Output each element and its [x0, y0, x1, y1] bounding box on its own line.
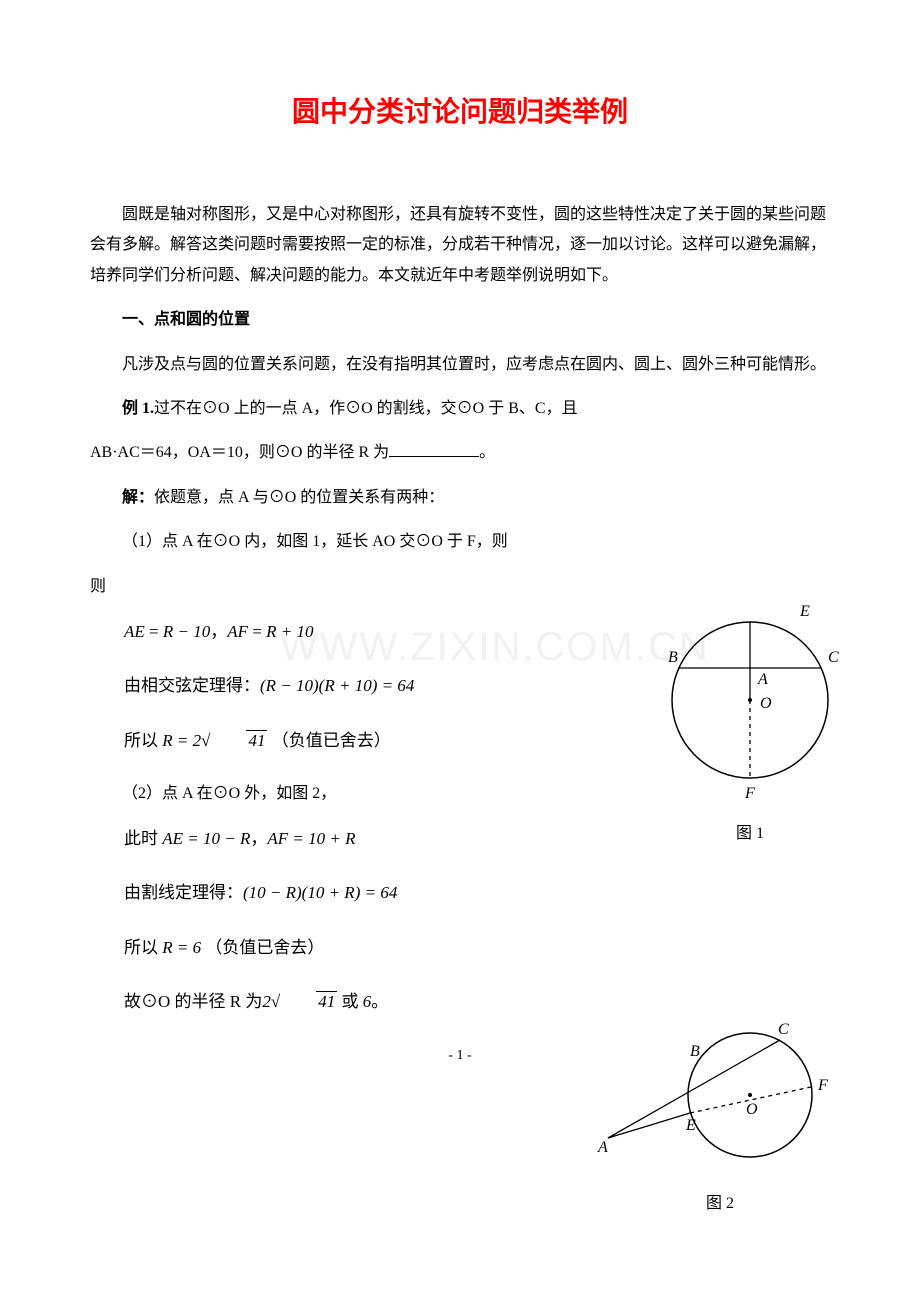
- eq3-rad: 41: [246, 730, 267, 750]
- section1-paragraph: 凡涉及点与圆的位置关系问题，在没有指明其位置时，应考虑点在圆内、圆上、圆外三种可…: [90, 350, 830, 380]
- fig2-label-o: O: [746, 1101, 758, 1118]
- eq7-rad: 41: [316, 991, 337, 1011]
- eq7b: 6: [363, 992, 372, 1011]
- figure-2-caption: 图 2: [590, 1189, 850, 1213]
- eq6-pre: 所以: [124, 938, 158, 957]
- example1-text1: 过不在⊙O 上的一点 A，作⊙O 的割线，交⊙O 于 B、C，且: [154, 400, 578, 417]
- equation-5: (10 − R)(10 + R) = 64: [243, 883, 397, 902]
- fig2-label-e: E: [685, 1117, 696, 1134]
- example1-text2-pre: AB·AC＝64，OA＝10，则⊙O 的半径 R 为: [90, 444, 389, 461]
- eq5-label: 由割线定理得：: [124, 883, 243, 902]
- solution-label: 解：: [122, 489, 154, 506]
- equation-4-line: 此时 AE = 10 − R，AF = 10 + R: [90, 823, 830, 855]
- page-title: 圆中分类讨论问题归类举例: [90, 90, 830, 130]
- eq4-sep: ，: [250, 829, 267, 848]
- equation-2-line: 由相交弦定理得：(R − 10)(R + 10) = 64: [90, 670, 830, 702]
- eq6: R = 6: [162, 938, 201, 957]
- eq7-pre: 故⊙O 的半径 R 为: [124, 992, 262, 1011]
- eq4-label: 此时: [124, 829, 158, 848]
- case2-text: （2）点 A 在⊙O 外，如图 2，: [90, 779, 830, 809]
- eq1-AE: AE: [124, 622, 145, 641]
- eq1-sep: ，: [210, 622, 227, 641]
- equation-6-line: 所以 R = 6 （负值已舍去）: [90, 932, 830, 964]
- equation-3-line: 所以 R = 2√41 （负值已舍去）: [90, 725, 830, 757]
- eq1-eq1: =: [149, 622, 159, 641]
- eq1-AF: AF: [227, 622, 248, 641]
- solution-text: 依题意，点 A 与⊙O 的位置关系有两种：: [154, 489, 444, 506]
- fig2-line-ae: [608, 1113, 690, 1138]
- example1-statement-line2: AB·AC＝64，OA＝10，则⊙O 的半径 R 为 。: [90, 438, 830, 468]
- eq4b: AF = 10 + R: [267, 829, 355, 848]
- fig2-label-a: A: [597, 1139, 608, 1156]
- equation-1: AE = R − 10，AF = R + 10: [90, 616, 830, 648]
- intro-paragraph: 圆既是轴对称图形，又是中心对称图形，还具有旋转不变性，圆的这些特性决定了关于圆的…: [90, 200, 830, 291]
- eq7-post: 。: [371, 992, 388, 1011]
- equation-2: (R − 10)(R + 10) = 64: [260, 676, 414, 695]
- fig2-label-f: F: [817, 1077, 828, 1094]
- example1-statement: 例 1.过不在⊙O 上的一点 A，作⊙O 的割线，交⊙O 于 B、C，且: [90, 394, 830, 424]
- example1-label: 例 1.: [122, 400, 154, 417]
- eq2-label: 由相交弦定理得：: [124, 676, 260, 695]
- eq7-mid: 或: [341, 992, 358, 1011]
- eq3-post: （负值已舍去）: [272, 731, 391, 750]
- equation-5-line: 由割线定理得：(10 − R)(10 + R) = 64: [90, 877, 830, 909]
- fig2-center-dot: [748, 1093, 752, 1097]
- case1-text-span: （1）点 A 在⊙O 内，如图 1，延长 AO 交⊙O 于 F，则: [122, 533, 508, 550]
- eq3-pre: 所以: [124, 731, 158, 750]
- eq7a: 2: [262, 992, 271, 1011]
- equation-7-line: 故⊙O 的半径 R 为2√41 或 6。: [90, 986, 830, 1018]
- page-number: - 1 -: [90, 1048, 830, 1064]
- eq1-eq2: =: [252, 622, 262, 641]
- section1-heading: 一、点和圆的位置: [90, 305, 830, 335]
- eq4a: AE = 10 − R: [162, 829, 250, 848]
- example1-text2-post: 。: [479, 444, 495, 461]
- solution-intro: 解：依题意，点 A 与⊙O 的位置关系有两种：: [90, 483, 830, 513]
- eq1-v1: R − 10: [163, 622, 210, 641]
- eq3-R: R = 2: [162, 731, 201, 750]
- case1-then: 则: [90, 572, 830, 602]
- case1-text: （1）点 A 在⊙O 内，如图 1，延长 AO 交⊙O 于 F，则: [90, 527, 830, 557]
- blank-fill: [389, 440, 479, 457]
- eq6-post: （负值已舍去）: [205, 938, 324, 957]
- eq1-v2: R + 10: [266, 622, 313, 641]
